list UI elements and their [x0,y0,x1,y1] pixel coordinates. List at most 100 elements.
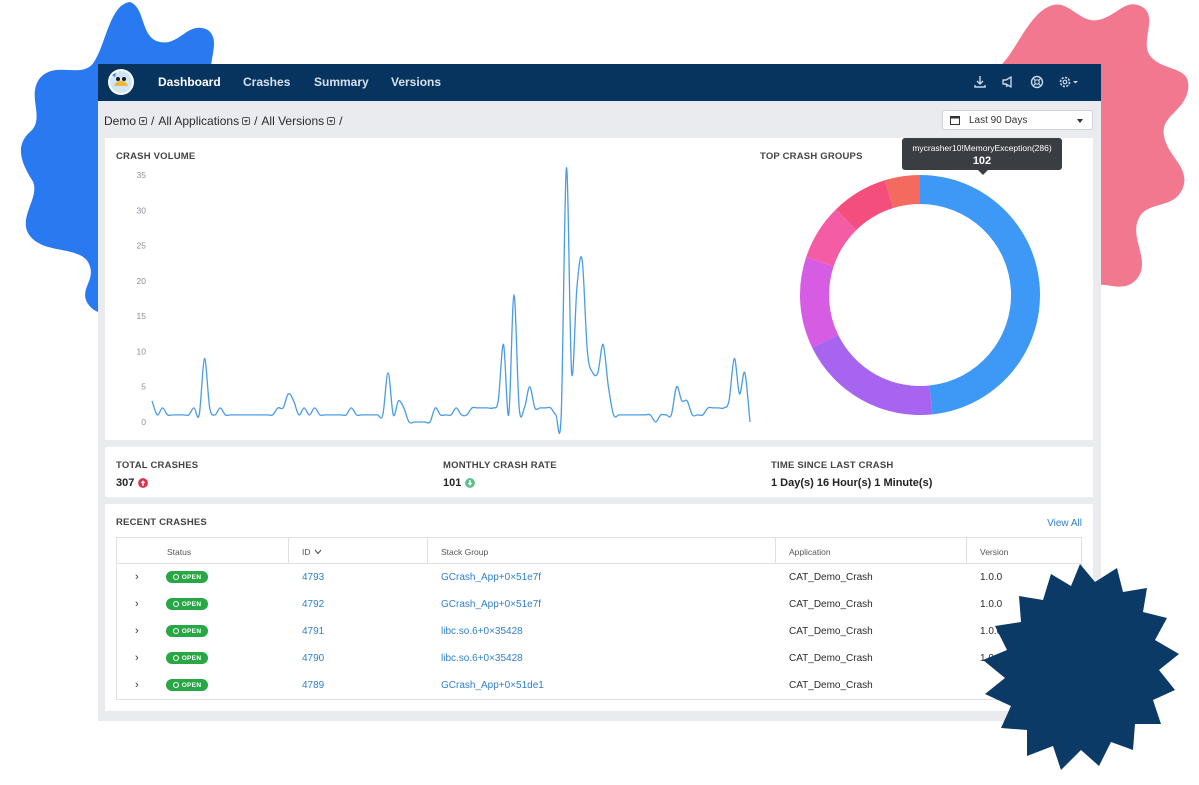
date-range-label: Last 90 Days [969,115,1028,126]
breadcrumb-label: All Versions [261,114,325,128]
table-row[interactable]: › OPEN 4793 GCrash_App+0×51e7f CAT_Demo_… [117,564,1081,591]
stack-group-link[interactable]: GCrash_App+0×51de1 [441,680,544,691]
status-label: OPEN [181,627,202,635]
expand-chevron-icon[interactable]: › [135,625,139,637]
app-logo-icon[interactable] [106,67,136,97]
y-tick-label: 0 [141,417,146,427]
top-crash-groups-donut-chart[interactable] [795,168,1045,428]
status-badge: OPEN [166,625,208,637]
sort-chevron-icon [314,549,321,555]
column-application[interactable]: Application [789,547,831,557]
breadcrumb-applications[interactable]: All Applications [158,114,251,128]
column-status[interactable]: Status [167,547,192,557]
crash-volume-series-line[interactable] [151,167,751,434]
y-tick-label: 35 [137,170,147,180]
crash-id-link[interactable]: 4793 [302,572,325,583]
chevron-down-icon [1077,119,1083,123]
crash-id-link[interactable]: 4791 [302,626,325,637]
version-cell: 1.0.0 [980,599,1003,610]
breadcrumb-separator: / [151,114,155,128]
settings-icon[interactable] [1058,74,1080,90]
recent-crashes-title: RECENT CRASHES [116,517,207,528]
breadcrumb-separator: / [339,114,343,128]
status-label: OPEN [181,654,202,662]
status-dot-icon [172,655,179,661]
nav-crashes[interactable]: Crashes [243,75,291,89]
breadcrumb-label: Demo [104,114,137,128]
recent-crashes-table: Status ID Stack Group Application Versio… [116,537,1082,700]
column-id-label: ID [302,547,311,557]
nav-versions[interactable]: Versions [391,75,442,89]
crash-id-link[interactable]: 4789 [302,680,325,691]
application-cell: CAT_Demo_Crash [789,680,873,691]
status-badge: OPEN [166,679,208,691]
expand-chevron-icon[interactable]: › [135,652,139,664]
crash-volume-title: CRASH VOLUME [116,151,196,162]
status-dot-icon [172,628,179,634]
expand-chevron-icon[interactable]: › [135,679,139,691]
column-id[interactable]: ID [302,547,322,557]
nav-summary[interactable]: Summary [314,75,369,89]
application-cell: CAT_Demo_Crash [789,599,873,610]
time-since-last-crash-label: TIME SINCE LAST CRASH [771,460,894,471]
column-stack-group[interactable]: Stack Group [441,547,489,557]
total-crashes-label: TOTAL CRASHES [116,460,199,471]
table-row[interactable]: › OPEN 4790 libc.so.6+0×35428 CAT_Demo_C… [117,645,1081,672]
donut-slice[interactable] [812,334,933,416]
nav-dashboard[interactable]: Dashboard [158,75,221,89]
donut-slice[interactable] [806,209,857,267]
expand-chevron-icon[interactable]: › [135,571,139,583]
expand-chevron-icon[interactable]: › [135,598,139,610]
crash-id-link[interactable]: 4790 [302,653,325,664]
tooltip-value: 102 [972,155,992,167]
breadcrumb-versions[interactable]: All Versions [261,114,336,128]
stack-group-link[interactable]: GCrash_App+0×51e7f [441,599,542,610]
tooltip-label: mycrasher10!MemoryException(286) [912,143,1052,153]
application-cell: CAT_Demo_Crash [789,626,873,637]
download-icon[interactable] [972,74,988,90]
megaphone-icon[interactable] [1000,74,1016,90]
stack-group-link[interactable]: GCrash_App+0×51e7f [441,572,542,583]
breadcrumb-separator: / [254,114,258,128]
breadcrumb-label: All Applications [158,114,240,128]
donut-slice[interactable] [800,257,839,348]
view-all-link[interactable]: View All [1047,518,1082,529]
decorative-navy-badge [983,564,1179,770]
breadcrumb: Demo / All Applications / All Versions / [104,114,346,128]
stack-group-link[interactable]: libc.so.6+0×35428 [441,653,523,664]
column-version[interactable]: Version [980,547,1009,557]
donut-slice[interactable] [884,175,920,208]
calendar-icon [950,116,960,125]
monthly-crash-rate-value: 101 [443,477,462,489]
breadcrumb-demo[interactable]: Demo [104,114,148,128]
version-cell: 1.0.0 [980,626,1003,637]
crash-id-link[interactable]: 4792 [302,599,325,610]
stats-card: TOTAL CRASHES 307 MONTHLY CRASH RATE 101… [105,447,1093,497]
table-row[interactable]: › OPEN 4789 GCrash_App+0×51de1 CAT_Demo_… [117,672,1081,699]
table-row[interactable]: › OPEN 4791 libc.so.6+0×35428 CAT_Demo_C… [117,618,1081,645]
recent-crashes-card: RECENT CRASHES View All Status ID Stack … [105,504,1093,711]
application-cell: CAT_Demo_Crash [789,653,873,664]
column-divider [775,538,776,564]
status-badge: OPEN [166,598,208,610]
status-dot-icon [172,601,179,607]
monthly-crash-rate-stat: 101 [443,477,476,489]
monthly-crash-rate-label: MONTHLY CRASH RATE [443,460,557,471]
support-icon[interactable] [1029,74,1045,90]
trend-down-icon [465,478,476,488]
chart-tooltip: mycrasher10!MemoryException(286) 102 [902,138,1062,175]
date-range-select[interactable]: Last 90 Days [942,110,1093,130]
top-crash-groups-title: TOP CRASH GROUPS [760,151,863,162]
status-label: OPEN [181,681,202,689]
status-label: OPEN [181,573,202,581]
total-crashes-stat: 307 [116,477,149,489]
status-badge: OPEN [166,652,208,664]
table-row[interactable]: › OPEN 4792 GCrash_App+0×51e7f CAT_Demo_… [117,591,1081,618]
stack-group-link[interactable]: libc.so.6+0×35428 [441,626,523,637]
dropdown-caret-icon [139,117,148,125]
donut-slice[interactable] [920,175,1041,415]
application-cell: CAT_Demo_Crash [789,572,873,583]
y-tick-label: 5 [141,382,146,392]
donut-slice[interactable] [836,180,894,230]
status-badge: OPEN [166,571,208,583]
